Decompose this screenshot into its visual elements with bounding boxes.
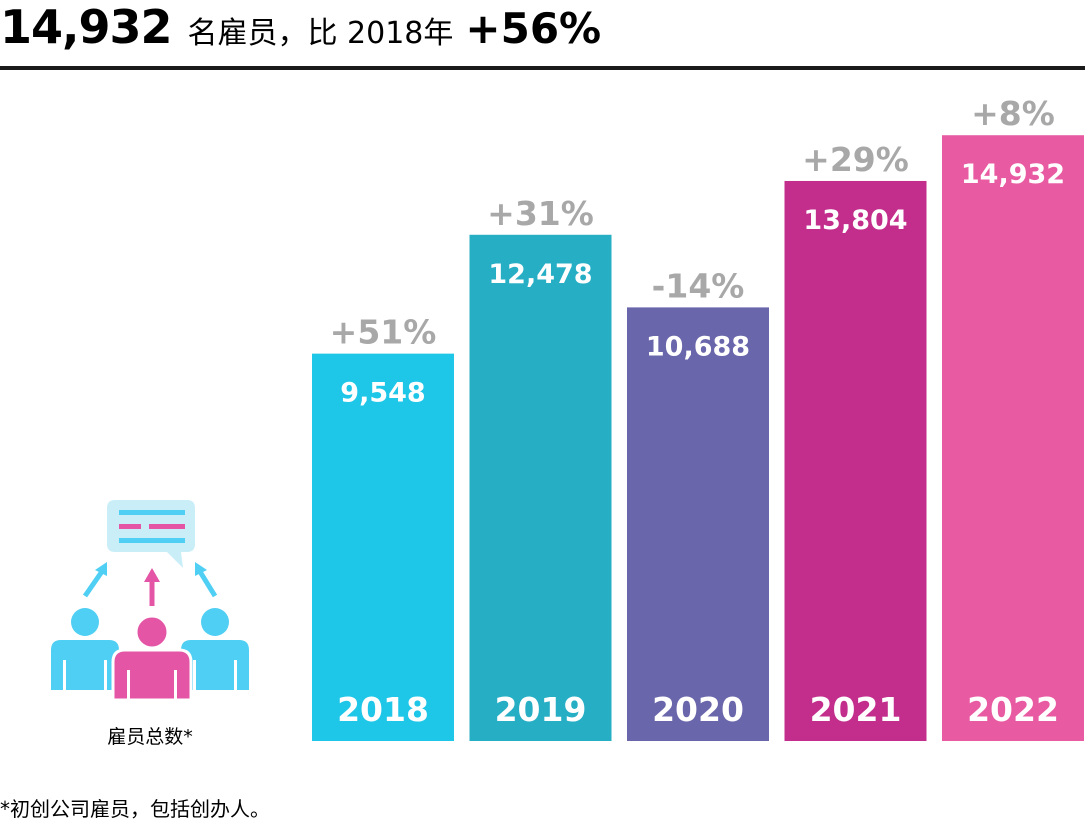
arrow-up-icons [82, 562, 218, 606]
value-label-2022: 14,932 [961, 159, 1065, 190]
category-label-2020: 2020 [652, 690, 744, 729]
value-label-2018: 9,548 [340, 378, 425, 409]
change-label-2022: +8% [971, 94, 1055, 133]
category-label-2018: 2018 [337, 690, 429, 729]
change-label-2019: +31% [487, 194, 594, 233]
category-label-2019: 2019 [495, 690, 587, 729]
bar-2019 [469, 234, 612, 741]
change-label-2021: +29% [802, 140, 909, 179]
person-left-icon [51, 608, 119, 690]
headline-text: 名雇员，比 2018年 [187, 16, 454, 51]
employees-group-icon [45, 500, 260, 702]
headline-growth: +56% [465, 4, 602, 53]
bar-2021 [784, 180, 927, 742]
category-label-2022: 2022 [967, 690, 1059, 729]
headline: 14,932 名雇员，比 2018年 +56% [0, 0, 1085, 56]
change-label-2018: +51% [330, 313, 437, 352]
person-right-icon [181, 608, 249, 690]
icon-caption: 雇员总数* [107, 726, 193, 748]
person-center-icon [111, 614, 193, 702]
speech-bubble-icon [107, 500, 195, 568]
change-label-2020: -14% [652, 266, 745, 305]
bar-2018 [312, 353, 454, 741]
footnote: *初创公司雇员，包括创办人。 [0, 797, 270, 821]
bar-2020 [627, 307, 769, 741]
headline-divider [0, 66, 1085, 70]
headline-total: 14,932 [0, 0, 173, 54]
category-label-2021: 2021 [810, 690, 902, 729]
value-label-2020: 10,688 [646, 331, 750, 362]
bar-2022 [942, 135, 1084, 742]
value-label-2019: 12,478 [488, 259, 592, 290]
value-label-2021: 13,804 [803, 205, 907, 236]
